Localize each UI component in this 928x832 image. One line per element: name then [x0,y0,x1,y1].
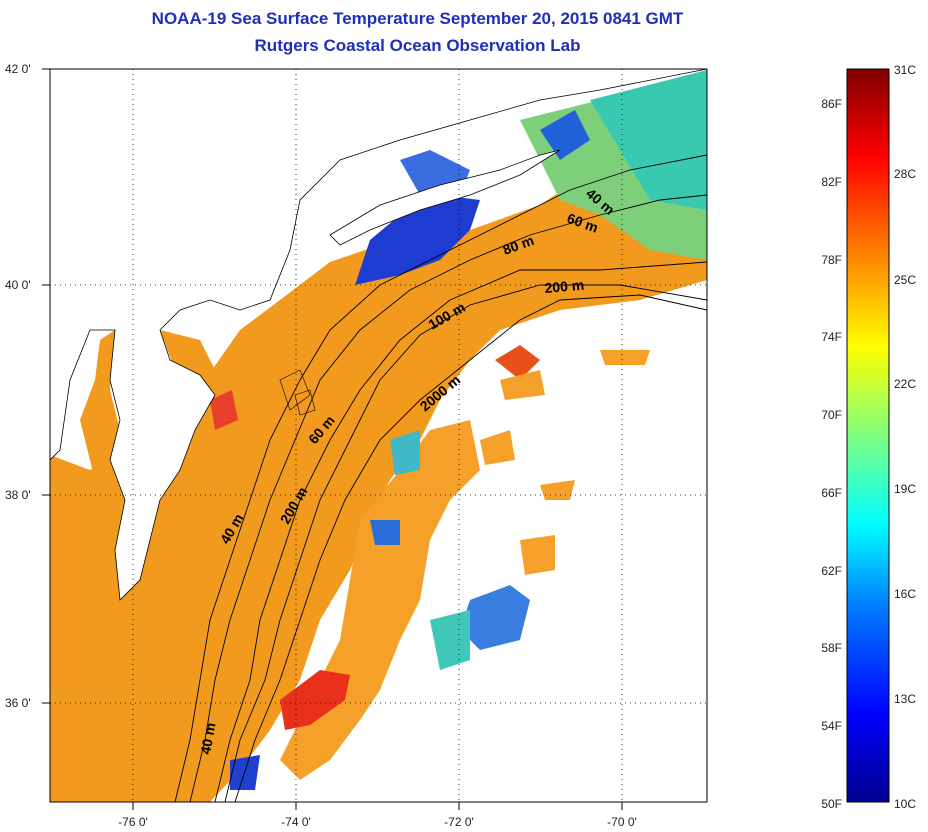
lon-tick-label: -76 0' [118,815,148,829]
colorbar-label-c: 10C [894,797,916,811]
lat-tick-label: 36 0' [5,696,31,710]
colorbar-label-c: 19C [894,482,916,496]
colorbar-label-f: 70F [821,408,842,422]
colorbar-label-f: 66F [821,486,842,500]
colorbar-label-f: 62F [821,564,842,578]
colorbar-label-c: 13C [894,692,916,706]
colorbar-label-c: 16C [894,587,916,601]
colorbar-label-f: 50F [821,797,842,811]
colorbar-label-f: 78F [821,253,842,267]
map-title: NOAA-19 Sea Surface Temperature Septembe… [151,9,684,28]
map-panel: 40 m 60 m 80 m 200 m 100 m 2000 m 60 m 4… [50,69,707,802]
colorbar-label-c: 25C [894,273,916,287]
colorbar-label-c: 31C [894,63,916,77]
colorbar-label-f: 54F [821,719,842,733]
colorbar-label-c: 28C [894,167,916,181]
colorbar-label-c: 22C [894,377,916,391]
cold-upwelling [355,195,480,285]
map-border [49,68,708,803]
bathymetry-detail [279,369,316,416]
colorbar-label-f: 86F [821,97,842,111]
lon-tick-label: -74 0' [281,815,311,829]
lon-tick-label: -70 0' [607,815,637,829]
lon-tick-label: -72 0' [444,815,474,829]
graticule [50,69,707,802]
chesapeake-bay [50,330,160,802]
isobath-label: 200 m [544,277,585,296]
colorbar-label-f: 58F [821,641,842,655]
land-mass [50,69,707,601]
warm-eddy [280,670,350,730]
isobath-label: 40 m [197,721,218,755]
shelf-water-region [50,100,707,802]
lat-tick-label: 40 0' [5,278,31,292]
colorbar [846,68,890,803]
lat-tick-label: 38 0' [5,488,31,502]
colorbar-label-f: 74F [821,330,842,344]
map-subtitle: Rutgers Coastal Ocean Observation Lab [254,36,581,55]
colorbar-label-f: 82F [821,175,842,189]
axis-ticks [42,68,623,810]
lat-tick-label: 42 0' [5,62,31,76]
